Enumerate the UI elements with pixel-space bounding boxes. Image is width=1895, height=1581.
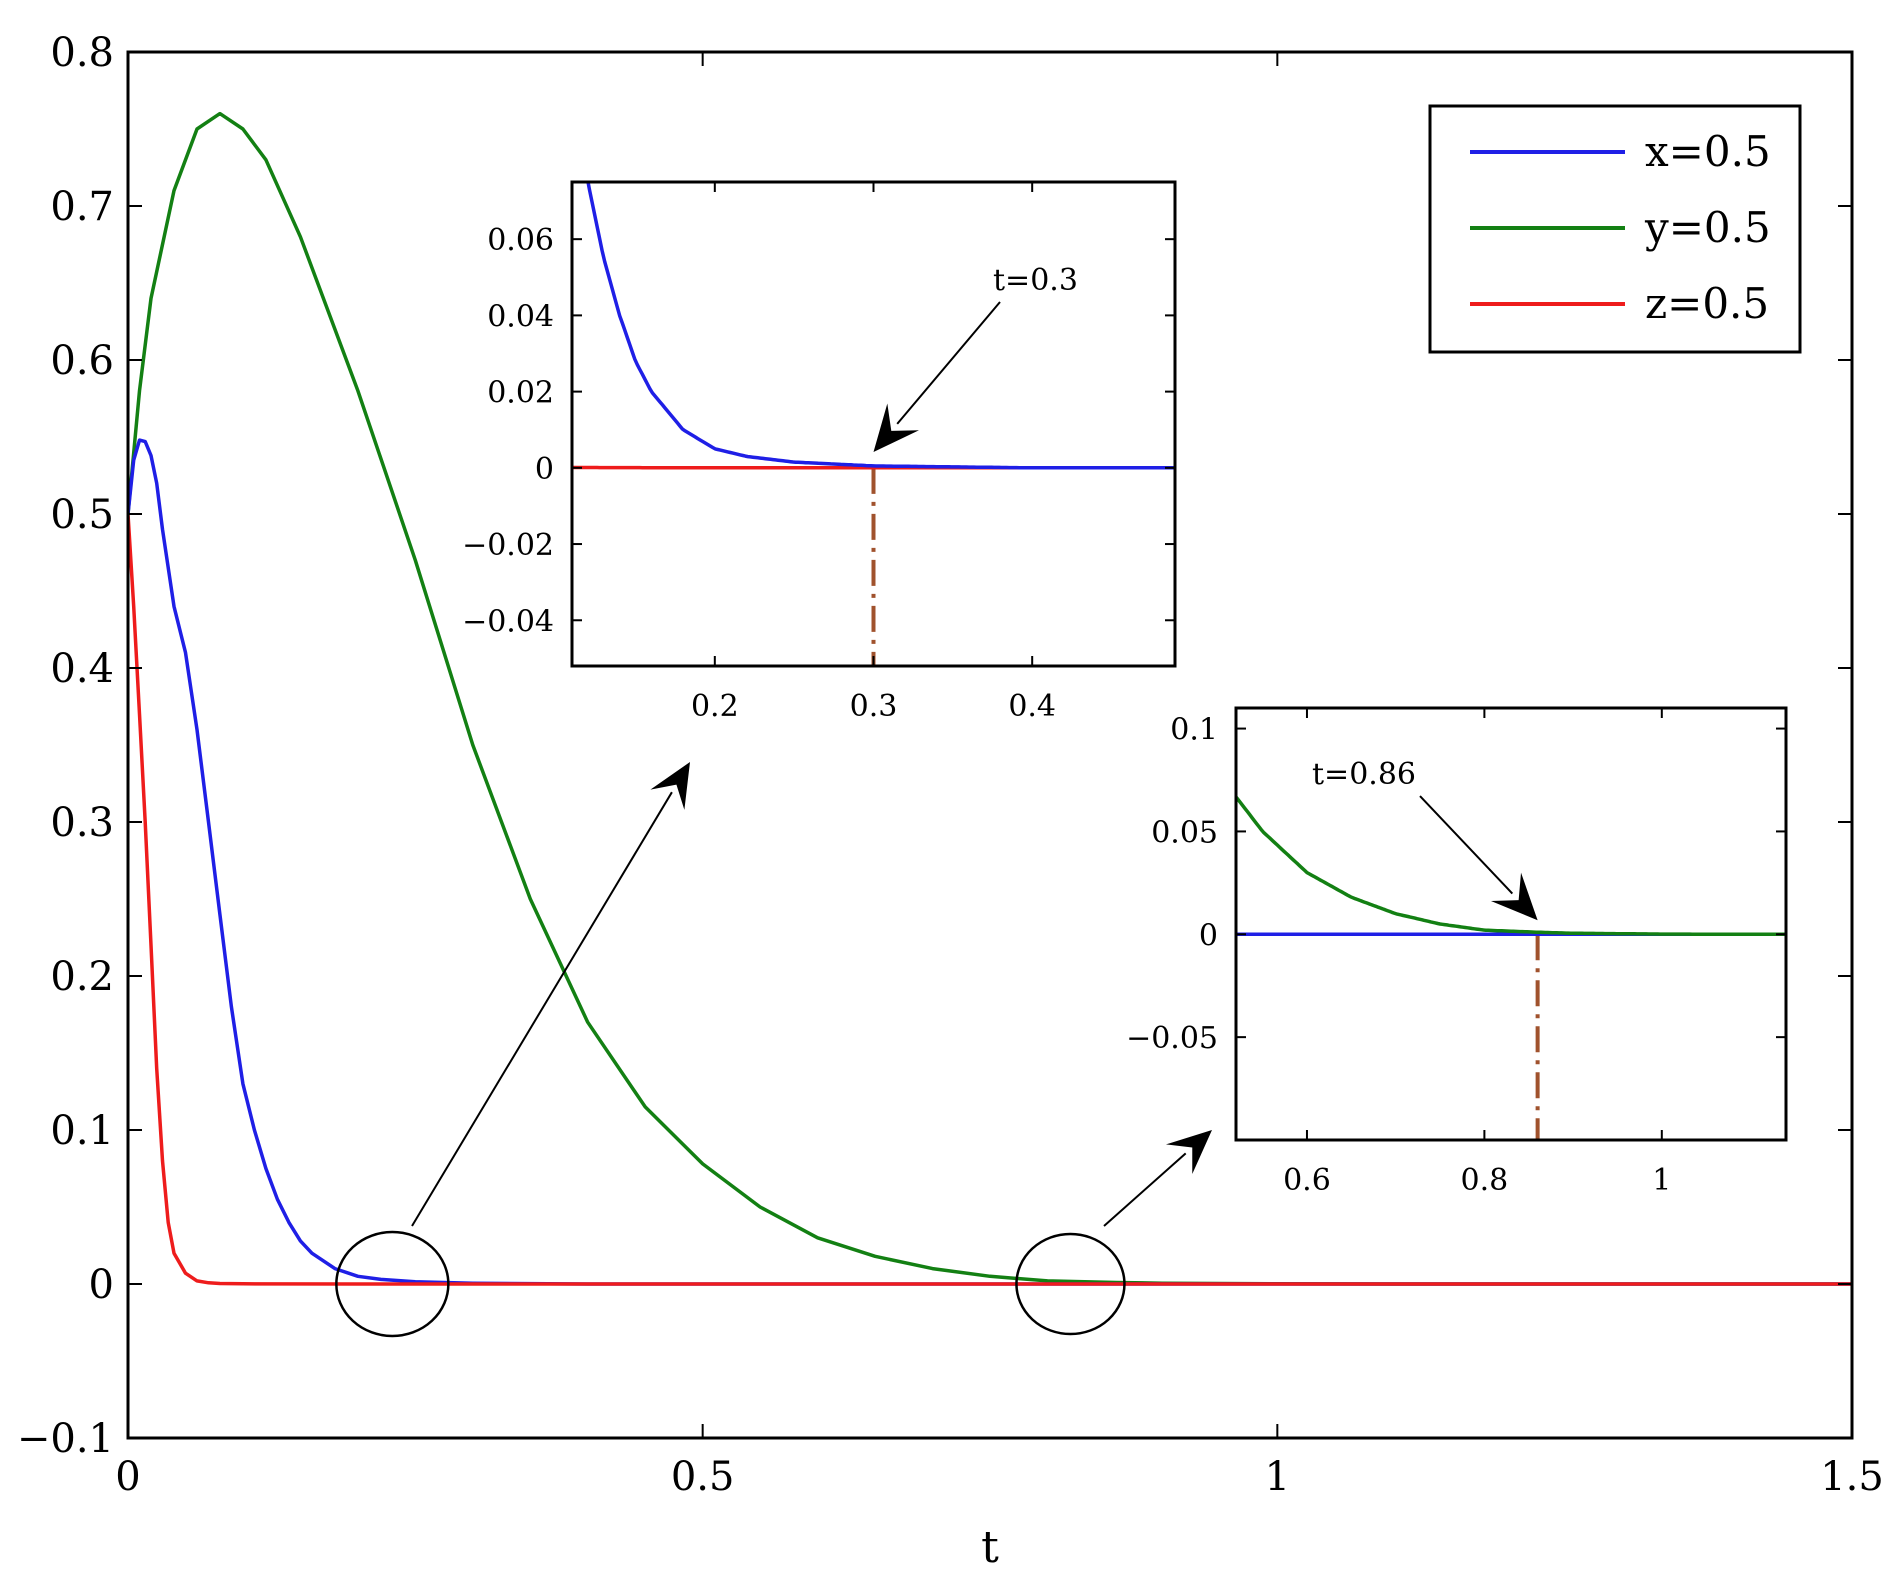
inset-y-tick-label: −0.04 [462, 604, 554, 639]
inset-y-tick-label: 0.02 [487, 376, 554, 411]
x-tick-label: 1 [1265, 1454, 1290, 1500]
x-tick-label: 1.5 [1820, 1454, 1884, 1500]
y-tick-label: −0.1 [17, 1416, 114, 1462]
inset-curves [572, 0, 1175, 666]
main-axes-frame [126, 50, 1854, 1440]
legend-label-x: x=0.5 [1645, 127, 1771, 176]
inset-plot-t-0-3: 0.2 0.3 0.4 −0.04 −0.02 0 0.02 0.04 0.06 t=0.3 [462, 0, 1177, 724]
inset-x-tick-label: 0.4 [1008, 689, 1056, 724]
inset-annotation-arrow [873, 301, 1001, 453]
series-line-x [128, 438, 1852, 1286]
y-tick-label: 0.8 [50, 30, 114, 76]
inset-x-tick-label: 0.2 [691, 689, 739, 724]
inset-axes-frame [1234, 706, 1788, 1142]
zoom-circle-2 [1015, 1232, 1126, 1336]
x-tick-label: 0 [115, 1454, 140, 1500]
inset-y-tick-label: 0.05 [1151, 815, 1218, 850]
inset-y-tick-label: 0 [535, 452, 554, 487]
inset-series-line-y [572, 0, 1175, 142]
inset-x-tick-label: 1 [1652, 1163, 1671, 1198]
inset-annotation: t=0.3 [993, 263, 1078, 298]
zoom-arrow-2 [1103, 1130, 1212, 1227]
x-axis-label: t [981, 1522, 999, 1573]
inset-annotation: t=0.86 [1312, 757, 1416, 792]
zoom-markers [335, 762, 1212, 1338]
inset-background [572, 182, 1175, 666]
inset-x-tick-label: 0.8 [1461, 1163, 1509, 1198]
inset-curves [1236, 795, 1786, 1140]
inset-plot-t-0-86: 0.6 0.8 1 −0.05 0 0.05 0.1 t=0.86 [1126, 706, 1788, 1198]
x-tick-label: 0.5 [671, 1454, 735, 1500]
y-tick-label: 0.6 [50, 338, 114, 384]
main-plot-area: 0 0.5 1 1.5−0.100.10.20.30.40.50.60.70.8t [17, 30, 1884, 1573]
zoom-arrow-1 [411, 762, 690, 1227]
inset-y-tick-label: 0.1 [1170, 713, 1218, 748]
zoom-circle-1 [335, 1230, 450, 1338]
y-tick-label: 0.1 [50, 1108, 114, 1154]
legend-label-y: y=0.5 [1644, 203, 1771, 252]
y-tick-label: 0.7 [50, 184, 114, 230]
y-tick-label: 0.2 [50, 954, 114, 1000]
inset-y-tick-label: 0.04 [487, 299, 554, 334]
inset-annotation-arrow [1419, 795, 1538, 921]
inset-series-line-y [1236, 795, 1786, 937]
inset-y-tick-label: 0.06 [487, 223, 554, 258]
inset-y-tick-label: −0.02 [462, 528, 554, 563]
main-curves [128, 111, 1852, 1286]
inset-y-tick-label: −0.05 [1126, 1021, 1218, 1056]
inset-x-tick-label: 0.3 [850, 689, 898, 724]
y-tick-label: 0.5 [50, 492, 114, 538]
legend-label-z: z=0.5 [1645, 279, 1769, 328]
inset-x-tick-label: 0.6 [1283, 1163, 1331, 1198]
legend: x=0.5 y=0.5 z=0.5 [1428, 104, 1802, 354]
y-tick-label: 0.4 [50, 646, 114, 692]
y-tick-label: 0.3 [50, 800, 114, 846]
series-line-z [128, 512, 1852, 1286]
y-tick-label: 0 [89, 1262, 114, 1308]
inset-y-tick-label: 0 [1199, 918, 1218, 953]
inset-series-line-x [586, 182, 1175, 470]
inset-background [1236, 708, 1786, 1140]
